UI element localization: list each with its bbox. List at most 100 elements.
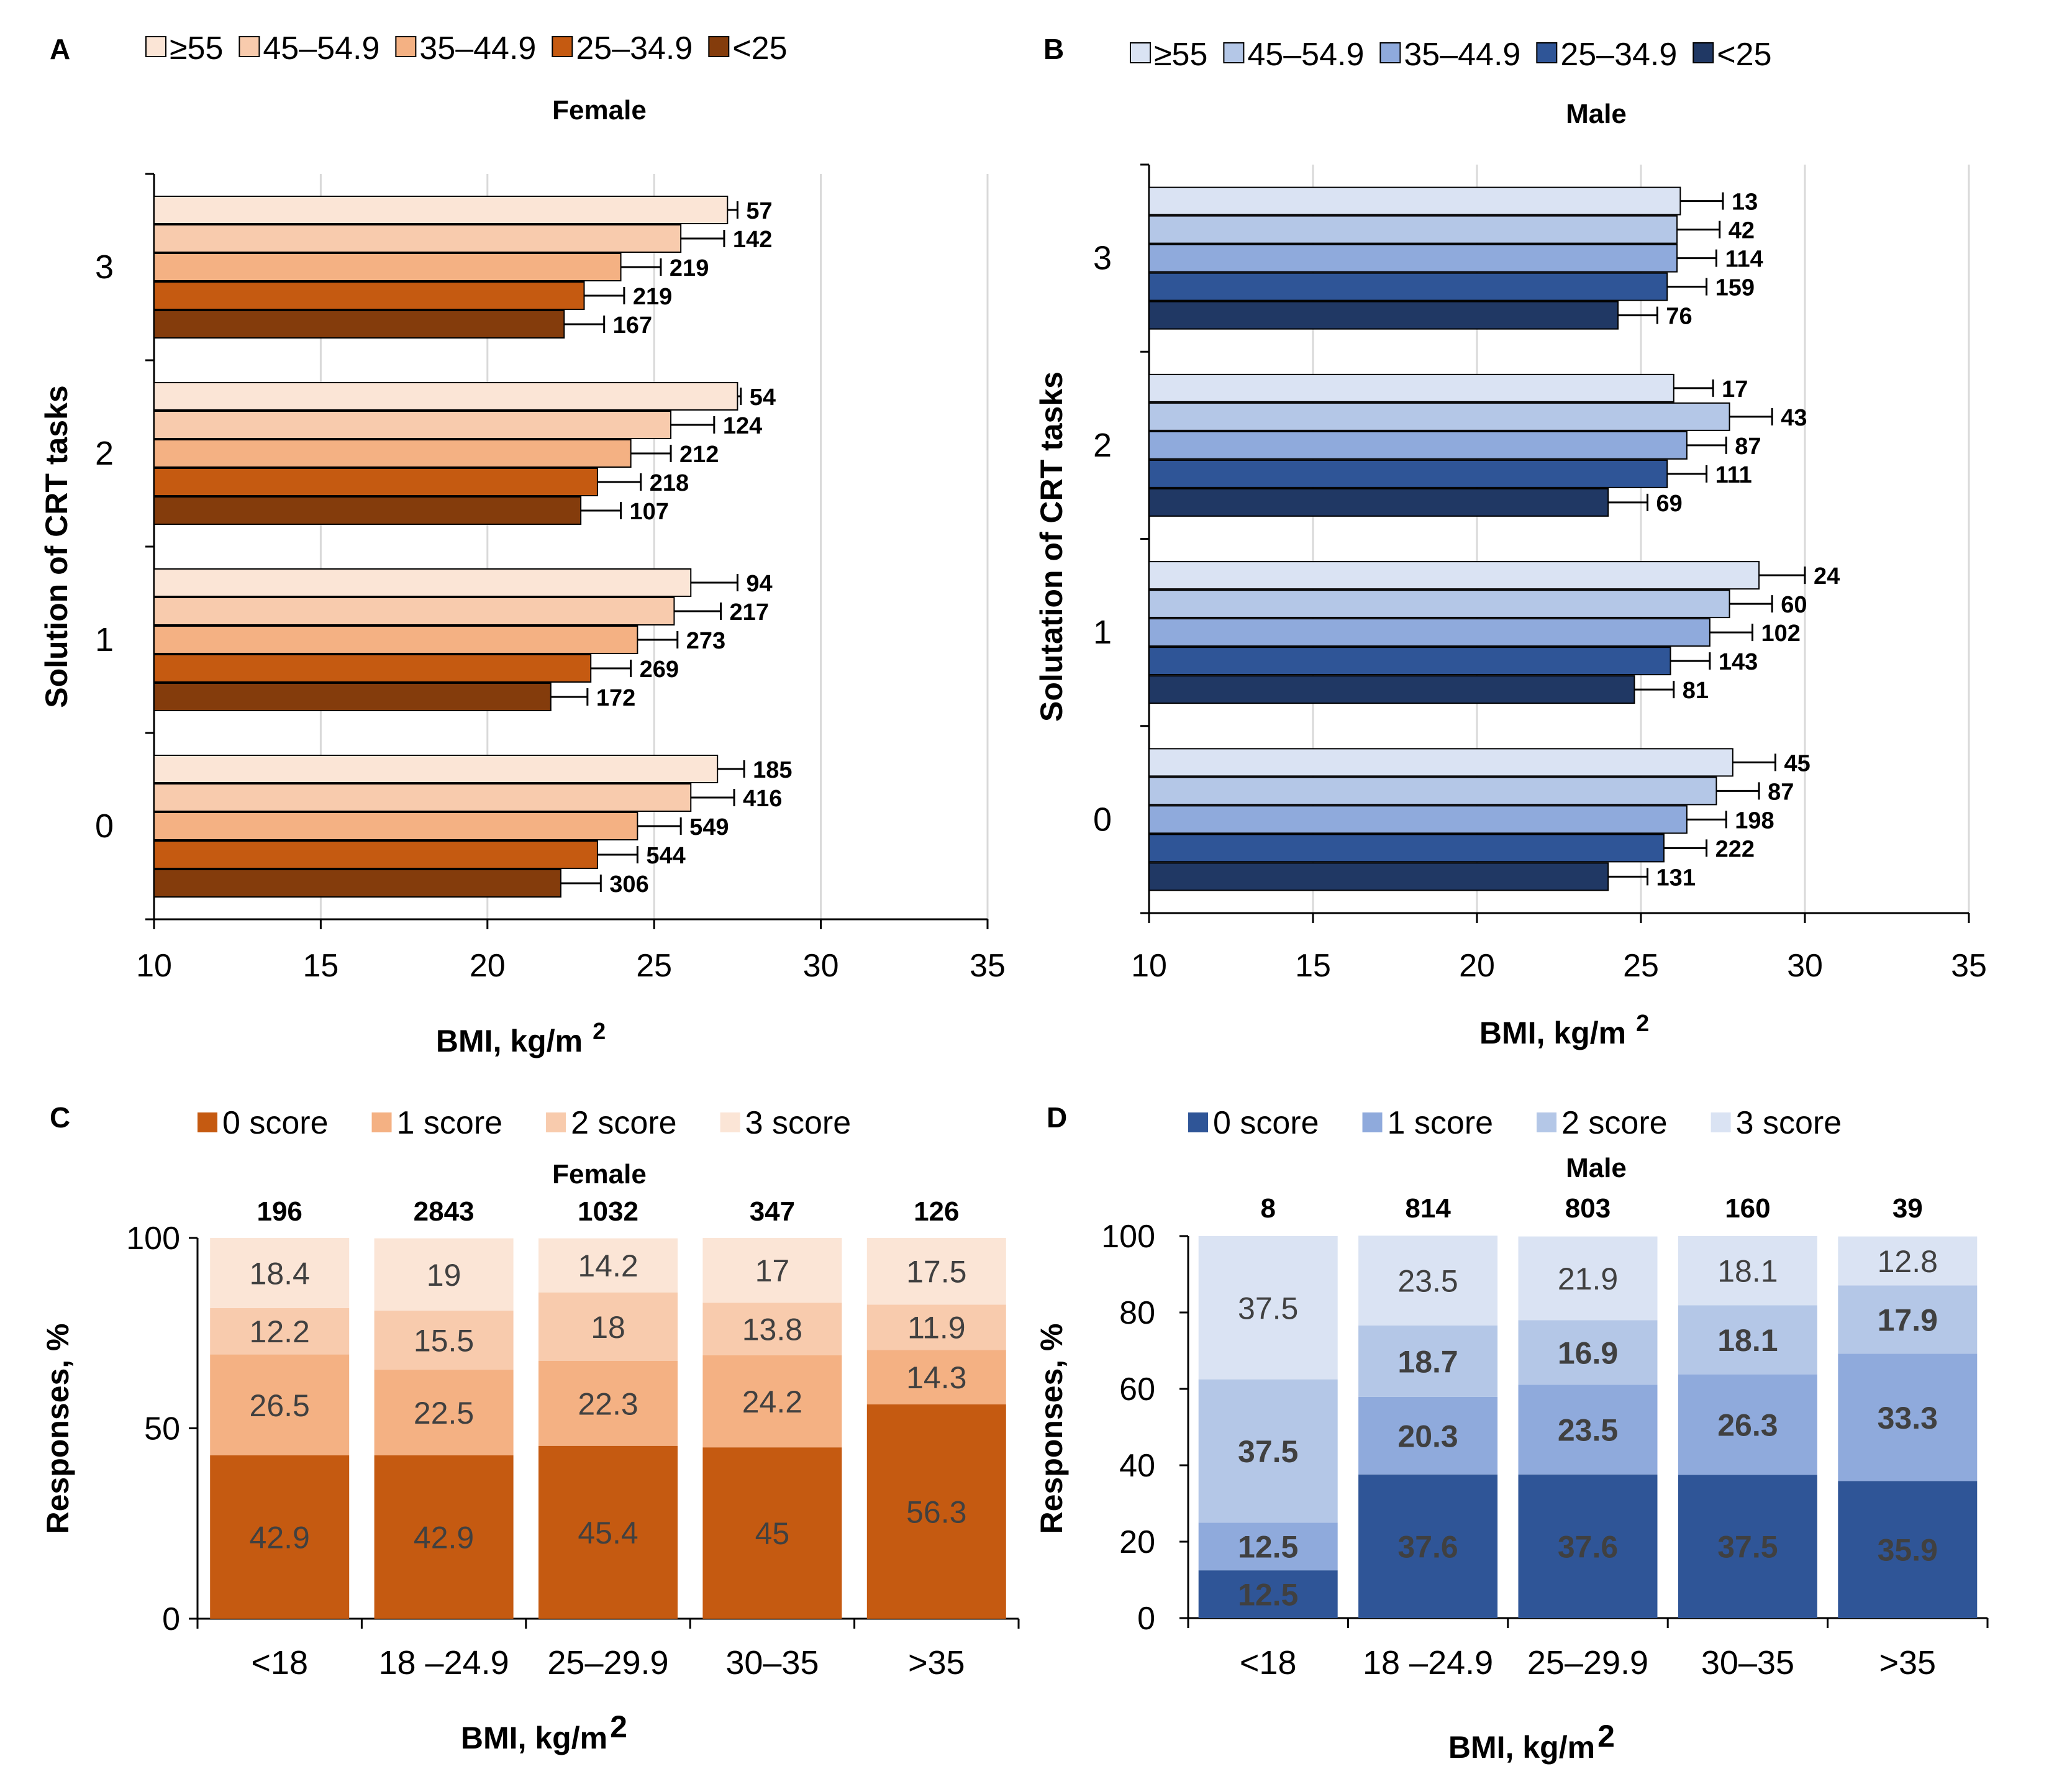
bar — [1148, 430, 1688, 460]
segment-label: 20.3 — [1397, 1419, 1458, 1453]
legend-label: 35–44.9 — [1404, 37, 1520, 73]
x-axis-title: BMI, kg/m — [1479, 1016, 1626, 1050]
segment-label: 26.3 — [1717, 1408, 1778, 1443]
bar — [153, 468, 598, 496]
n-label: 43 — [1781, 405, 1807, 431]
panel-c: C 0 score 1 score 2 score 3 score Female 0 50 10… — [40, 1101, 1020, 1755]
bar-segment — [866, 1350, 1006, 1404]
legend-label: 25–34.9 — [576, 30, 693, 66]
legend-swatch — [552, 36, 573, 57]
legend-swatch — [1362, 1112, 1383, 1132]
segment-label: 42.9 — [414, 1521, 474, 1555]
category-label: 30–35 — [1701, 1644, 1794, 1681]
bar-segment — [1838, 1236, 1978, 1286]
panel-letter: C — [50, 1101, 70, 1134]
legend-label: <25 — [732, 30, 787, 66]
x-axis-title-sup: 2 — [1597, 1719, 1615, 1753]
legend-swatch — [1692, 42, 1714, 63]
bar — [153, 840, 598, 869]
bar-segment — [538, 1292, 678, 1361]
panel-letter: D — [1047, 1101, 1067, 1134]
legend-swatch — [546, 1112, 566, 1132]
segment-label: 23.5 — [1558, 1412, 1618, 1447]
legend-swatch — [708, 36, 730, 57]
n-label: 69 — [1656, 491, 1683, 517]
legend-swatch — [145, 36, 166, 57]
segment-label: 35.9 — [1878, 1533, 1938, 1568]
category-label: 30–35 — [725, 1644, 819, 1681]
n-label: 17 — [1722, 376, 1748, 403]
legend-swatch — [1188, 1112, 1208, 1132]
category-label: 2 — [1093, 427, 1112, 464]
bar-segment — [702, 1303, 842, 1355]
legend-swatch — [1536, 42, 1558, 63]
category-label: 25–29.9 — [547, 1644, 668, 1681]
x-tick-label: 15 — [302, 948, 338, 984]
n-label: 172 — [596, 685, 635, 711]
segment-label: 18.1 — [1717, 1323, 1778, 1358]
y-tick-label: 80 — [1119, 1295, 1155, 1331]
n-label: 76 — [1666, 304, 1692, 330]
bar-segment — [538, 1360, 678, 1446]
n-label: 198 — [1735, 807, 1774, 834]
category-label: 3 — [95, 248, 114, 286]
segment-label: 17.5 — [906, 1255, 966, 1289]
panel-title: Male — [1566, 99, 1627, 129]
n-label: 126 — [914, 1196, 959, 1227]
segment-label: 19 — [427, 1258, 461, 1293]
category-label: 2 — [95, 435, 114, 472]
y-tick-label: 50 — [144, 1411, 180, 1447]
category-label: <18 — [1240, 1644, 1297, 1681]
segment-label: 14.2 — [578, 1248, 638, 1283]
panel-title: Female — [552, 1159, 647, 1189]
panel-b: B ≥55 45–54.9 35–44.9 25–34.9 <25Male31342114… — [1034, 33, 1987, 1050]
bar — [1148, 402, 1730, 431]
x-axis-title: BMI, kg/m — [461, 1721, 607, 1755]
n-label: 549 — [689, 814, 729, 840]
bar — [1148, 675, 1635, 704]
y-tick-label: 40 — [1119, 1448, 1155, 1484]
legend-label: 1 score — [397, 1105, 503, 1141]
segment-label: 56.3 — [906, 1494, 966, 1529]
bar — [153, 253, 622, 281]
n-label: 212 — [679, 442, 719, 468]
legend-swatch — [198, 1112, 217, 1132]
bar-segment — [1678, 1236, 1817, 1306]
panel-letter: A — [50, 33, 70, 65]
bar-segment — [702, 1355, 842, 1448]
category-label: 0 — [95, 807, 114, 845]
bar — [153, 812, 638, 840]
n-label: 111 — [1715, 462, 1752, 488]
bar — [1148, 243, 1678, 273]
legend-swatch — [1711, 1112, 1731, 1132]
segment-label: 37.5 — [1238, 1291, 1298, 1326]
segment-label: 37.5 — [1717, 1530, 1778, 1565]
category-label: >35 — [908, 1644, 965, 1681]
bar-segment — [1518, 1474, 1658, 1618]
n-label: 1032 — [578, 1196, 638, 1227]
category-label: 25–29.9 — [1527, 1644, 1648, 1681]
segment-label: 24.2 — [742, 1385, 802, 1419]
legend-swatch — [1130, 42, 1151, 63]
bar-segment — [1678, 1475, 1817, 1618]
legend-label: 0 score — [1213, 1105, 1319, 1141]
legend-label: 0 score — [222, 1105, 329, 1141]
n-label: 218 — [650, 470, 689, 496]
n-label: 143 — [1719, 649, 1758, 675]
segment-label: 17.9 — [1878, 1303, 1938, 1337]
x-tick-label: 30 — [1787, 948, 1823, 984]
bar-segment — [866, 1304, 1006, 1350]
bar-segment — [538, 1445, 678, 1619]
n-label: 13 — [1732, 189, 1758, 216]
segment-label: 12.5 — [1238, 1578, 1298, 1612]
segment-label: 22.5 — [414, 1396, 474, 1430]
n-label: 8 — [1260, 1193, 1275, 1224]
n-label: 160 — [1725, 1193, 1770, 1224]
bar-segment — [1518, 1236, 1658, 1321]
legend: 0 score 1 score 2 score 3 score — [198, 1105, 851, 1141]
n-label: 219 — [670, 255, 709, 281]
bar-segment — [374, 1311, 514, 1370]
bar — [1148, 561, 1760, 590]
bar — [153, 625, 638, 654]
legend-swatch — [371, 1112, 392, 1132]
